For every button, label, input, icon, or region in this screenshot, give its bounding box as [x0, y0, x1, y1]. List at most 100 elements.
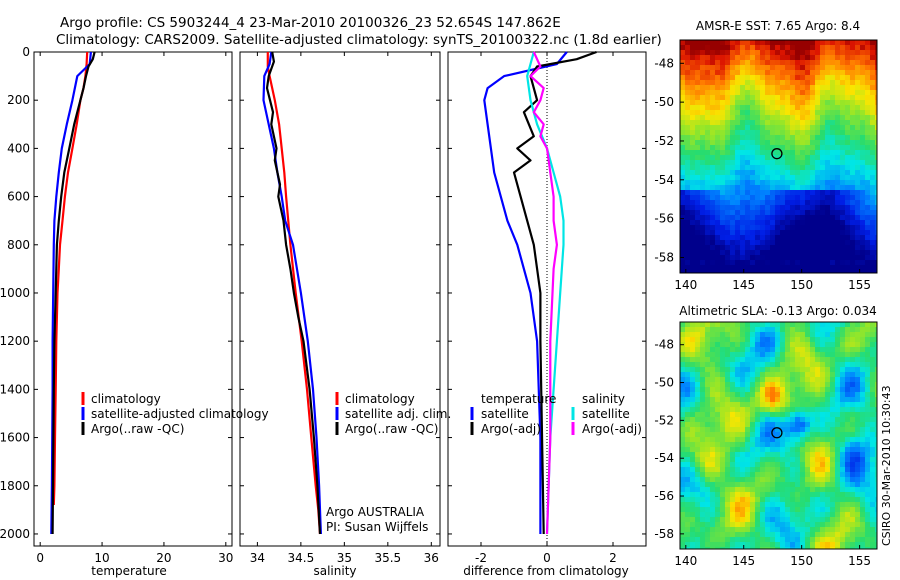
- map-cell: [810, 150, 816, 156]
- map-cell: [835, 105, 841, 111]
- map-cell: [755, 462, 761, 468]
- map-cell: [770, 447, 776, 453]
- map-cell: [875, 165, 877, 171]
- map-cell: [830, 432, 836, 438]
- map-cell: [875, 437, 877, 443]
- map-cell: [775, 452, 781, 458]
- map-cell: [775, 527, 781, 533]
- map-cell: [720, 85, 726, 91]
- map-cell: [800, 240, 806, 246]
- map-cell: [820, 522, 826, 528]
- map-cell: [685, 230, 691, 236]
- map-cell: [815, 367, 821, 373]
- map-cell: [730, 130, 736, 136]
- map-cell: [770, 467, 776, 473]
- map-cell: [850, 50, 856, 56]
- map-cell: [770, 85, 776, 91]
- map-cell: [810, 472, 816, 478]
- map-cell: [690, 327, 696, 333]
- map-cell: [835, 457, 841, 463]
- map-cell: [780, 462, 786, 468]
- map-cell: [765, 185, 771, 191]
- map-cell: [855, 347, 861, 353]
- map-cell: [710, 337, 716, 343]
- map-cell: [760, 145, 766, 151]
- map-cell: [865, 90, 871, 96]
- map-cell: [710, 392, 716, 398]
- map-cell: [855, 512, 861, 518]
- map-cell: [800, 337, 806, 343]
- map-cell: [745, 417, 751, 423]
- map-cell: [710, 265, 716, 271]
- map-cell: [715, 245, 721, 251]
- map-cell: [835, 195, 841, 201]
- map-cell: [865, 327, 871, 333]
- map-cell: [810, 322, 816, 328]
- map-cell: [860, 327, 866, 333]
- map-cell: [720, 125, 726, 131]
- map-cell: [745, 467, 751, 473]
- map-cell: [760, 357, 766, 363]
- map-cell: [755, 235, 761, 241]
- map-cell: [815, 220, 821, 226]
- map-cell: [835, 60, 841, 66]
- map-cell: [705, 332, 711, 338]
- map-cell: [795, 40, 801, 46]
- map-cell: [810, 75, 816, 81]
- map-cell: [850, 547, 856, 549]
- map-cell: [760, 125, 766, 131]
- map-cell: [760, 225, 766, 231]
- map-cell: [805, 422, 811, 428]
- map-cell: [820, 225, 826, 231]
- map-cell: [705, 115, 711, 121]
- map-cell: [740, 457, 746, 463]
- map-cell: [760, 260, 766, 266]
- map-cell: [855, 130, 861, 136]
- map-cell: [780, 392, 786, 398]
- map-cell: [695, 190, 701, 196]
- map-cell: [815, 230, 821, 236]
- map-cell: [830, 190, 836, 196]
- map-cell: [705, 55, 711, 61]
- map-cell: [740, 205, 746, 211]
- map-cell: [710, 170, 716, 176]
- map-cell: [805, 90, 811, 96]
- map-cell: [700, 135, 706, 141]
- map-cell: [730, 432, 736, 438]
- map-cell: [830, 155, 836, 161]
- map-cell: [820, 407, 826, 413]
- map-cell: [750, 332, 756, 338]
- map-cell: [865, 140, 871, 146]
- map-cell: [875, 245, 877, 251]
- map-cell: [860, 542, 866, 548]
- map-cell: [875, 220, 877, 226]
- map-cell: [865, 437, 871, 443]
- map-cell: [825, 55, 831, 61]
- map-cell: [855, 487, 861, 493]
- map-cell: [780, 125, 786, 131]
- map-cell: [795, 417, 801, 423]
- map-cell: [840, 367, 846, 373]
- map-cell: [775, 160, 781, 166]
- map-cell: [735, 527, 741, 533]
- map-cell: [855, 40, 861, 46]
- map-cell: [820, 155, 826, 161]
- map-cell: [740, 357, 746, 363]
- map-cell: [835, 135, 841, 141]
- map-cell: [830, 372, 836, 378]
- map-cell: [870, 512, 876, 518]
- map-cell: [860, 95, 866, 101]
- map-cell: [830, 477, 836, 483]
- map-cell: [850, 512, 856, 518]
- map-cell: [750, 155, 756, 161]
- map-cell: [850, 477, 856, 483]
- map-cell: [715, 175, 721, 181]
- map-cell: [840, 120, 846, 126]
- map-cell: [775, 165, 781, 171]
- map-cell: [695, 522, 701, 528]
- map-cell: [785, 185, 791, 191]
- map-cell: [865, 347, 871, 353]
- map-cell: [845, 322, 851, 328]
- map-cell: [845, 427, 851, 433]
- map-cell: [685, 342, 691, 348]
